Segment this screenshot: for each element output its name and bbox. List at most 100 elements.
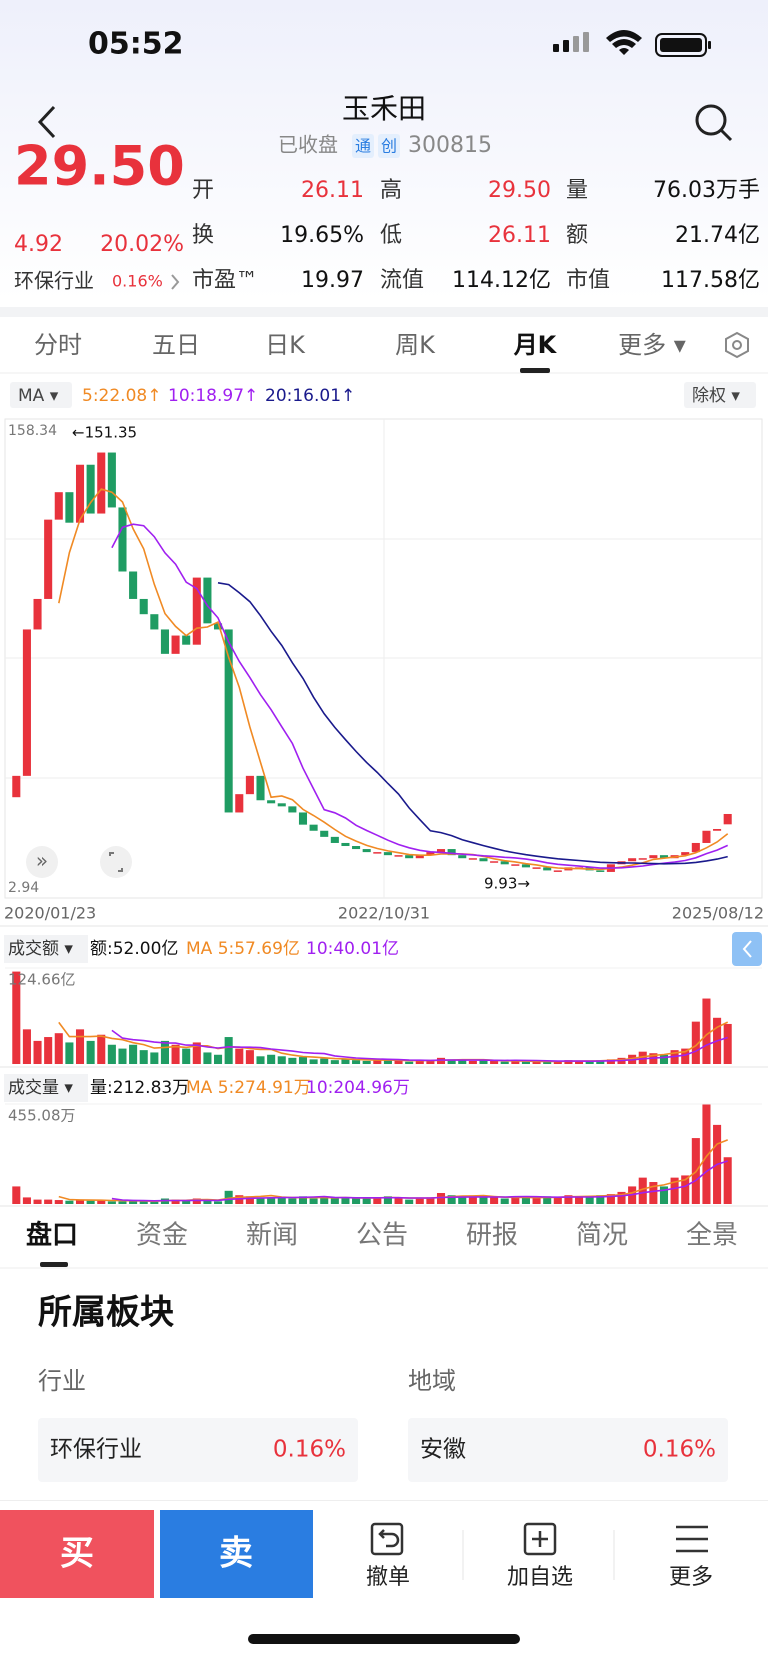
volume-bar: [606, 1059, 615, 1064]
volume-bar: [702, 1104, 711, 1204]
adjust-select[interactable]: 除权 ▾: [692, 386, 740, 406]
sub-select[interactable]: 成交额 ▾: [8, 939, 73, 959]
industry-link[interactable]: 环保行业: [14, 269, 94, 293]
field-value: 26.11: [488, 223, 551, 248]
volume-bar: [139, 1201, 148, 1204]
sub-select-box: [4, 1074, 88, 1102]
volume-bar: [12, 971, 21, 1064]
volume-bar: [298, 1196, 308, 1204]
volume-bar: [638, 1051, 647, 1064]
sub-legend: MA 5:274.91万: [186, 1078, 311, 1098]
candle: [713, 828, 722, 831]
field-label: 开: [192, 178, 214, 203]
candle: [543, 867, 552, 871]
status-icons: [553, 30, 711, 57]
buy-label: 买: [60, 1534, 94, 1574]
candle: [447, 849, 456, 856]
period-tab[interactable]: 更多 ▾: [618, 331, 686, 359]
info-tab[interactable]: 盘口: [26, 1220, 78, 1251]
volume-bar: [415, 1198, 424, 1204]
volume-bar: [468, 1197, 477, 1204]
candle: [203, 577, 212, 624]
x-date: 2022/10/31: [338, 904, 430, 923]
sell-button[interactable]: [160, 1510, 313, 1598]
volume-bar: [107, 1201, 116, 1204]
volume-bar: [341, 1059, 350, 1064]
info-tab[interactable]: 资金: [136, 1221, 188, 1251]
search-button[interactable]: [695, 104, 733, 142]
info-tab[interactable]: 新闻: [246, 1221, 298, 1251]
field-value: 114.12亿: [452, 268, 551, 293]
period-tab[interactable]: 五日: [152, 331, 200, 359]
toolbar-icons: [370, 1522, 708, 1556]
volume-bar: [214, 1054, 223, 1064]
volume-bar: [44, 1037, 53, 1064]
field-label: 量: [566, 178, 588, 203]
chevron: [171, 274, 180, 290]
info-tab[interactable]: 公告: [356, 1221, 408, 1251]
field-value: 21.74亿: [675, 223, 760, 248]
candle: [129, 571, 138, 599]
volume-bar: [670, 1177, 679, 1204]
divider: [0, 1500, 768, 1501]
volume-bar: [575, 1060, 584, 1064]
section-label: 地域: [408, 1367, 456, 1395]
volume-bar: [33, 1199, 42, 1204]
ma-line: [111, 523, 729, 869]
volume-bar: [182, 1048, 191, 1064]
volume-bar: [160, 1040, 169, 1064]
candle: [277, 803, 286, 807]
candle: [628, 858, 637, 862]
sub-select[interactable]: 成交量 ▾: [8, 1078, 73, 1098]
candle: [139, 598, 148, 615]
volume-bar: [383, 1196, 392, 1204]
candle: [320, 830, 329, 837]
volume-bar: [649, 1182, 658, 1204]
stock-code: 300815: [408, 133, 492, 158]
volume-bar: [171, 1044, 180, 1064]
period-tab[interactable]: 日K: [265, 331, 306, 359]
volume-bar: [277, 1197, 286, 1204]
info-tab[interactable]: 全景: [686, 1221, 738, 1251]
back-button[interactable]: [37, 105, 56, 139]
volume-bar: [447, 1059, 456, 1064]
collapse-tab[interactable]: [732, 932, 762, 966]
candle: [405, 855, 414, 859]
settings-icon[interactable]: [725, 331, 749, 359]
field-label: 低: [380, 223, 402, 248]
candle: [150, 614, 159, 630]
period-tab[interactable]: 分时: [34, 331, 82, 359]
tag: 通: [355, 137, 371, 156]
indicator-select[interactable]: MA ▾: [18, 386, 59, 406]
toolbar-item[interactable]: 撤单: [366, 1565, 410, 1590]
candle: [341, 842, 350, 847]
volume-bar: [267, 1054, 276, 1064]
candle: [214, 623, 223, 630]
volume-bar: [405, 1061, 414, 1064]
candle: [267, 800, 276, 804]
candle: [352, 846, 361, 850]
toolbar-item[interactable]: 加自选: [507, 1565, 573, 1590]
ma-legend: 10:18.97↑: [168, 386, 258, 406]
toolbar-item[interactable]: 更多: [669, 1565, 713, 1590]
period-tab[interactable]: 月K: [513, 331, 558, 359]
sub-select-box: [4, 935, 88, 963]
candle: [44, 519, 53, 599]
period-tab[interactable]: 周K: [395, 331, 436, 359]
change-pct: 20.02%: [100, 232, 184, 257]
sub-max-label: 124.66亿: [8, 971, 76, 989]
buy-button[interactable]: [0, 1510, 154, 1598]
chart-tools[interactable]: »: [26, 846, 132, 878]
info-tab[interactable]: 简况: [576, 1221, 628, 1251]
sector-card[interactable]: [408, 1418, 728, 1482]
volume-bar: [75, 1029, 85, 1064]
volume-bar: [277, 1056, 286, 1064]
volume-bar: [564, 1060, 573, 1064]
ma-legend: 5:22.08↑: [82, 386, 161, 406]
volume-bar: [458, 1196, 467, 1204]
info-tab[interactable]: 研报: [466, 1221, 518, 1251]
volume-bar: [352, 1197, 361, 1204]
volume-bar: [468, 1060, 477, 1064]
candle: [192, 577, 201, 645]
sector-card[interactable]: [38, 1418, 358, 1482]
